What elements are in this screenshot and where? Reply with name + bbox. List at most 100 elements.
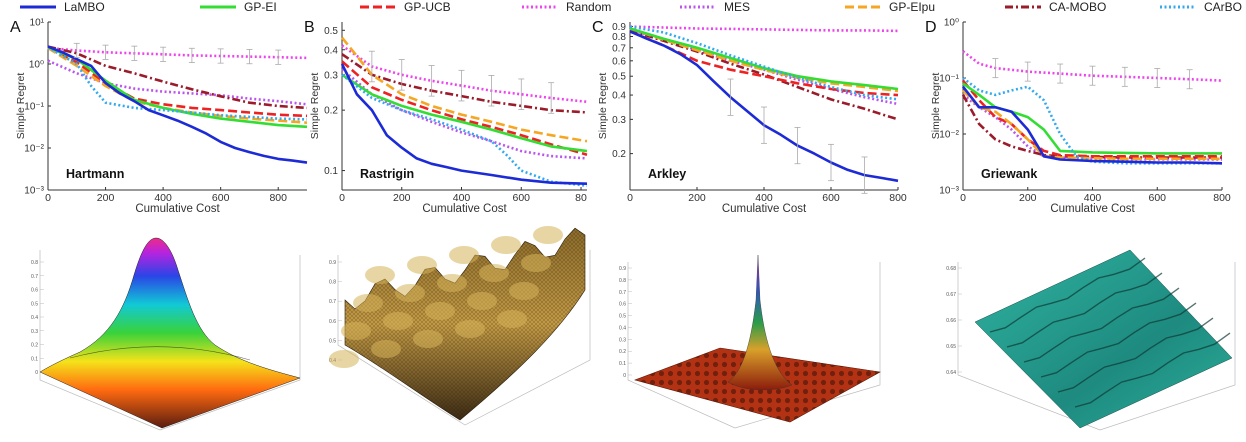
rastrigin-bump xyxy=(329,350,359,368)
series-gp-ei xyxy=(341,73,588,153)
surface-tick-label: 0.7 xyxy=(31,274,38,280)
y-tick-label: 0.3 xyxy=(612,115,626,126)
griewank-surface xyxy=(974,249,1233,429)
surface-tick-label: 0.6 xyxy=(31,288,38,294)
surface-tick-label: 0.5 xyxy=(329,338,336,344)
rastrigin-bump xyxy=(479,264,509,282)
surface-tick-label: 0.2 xyxy=(31,343,38,349)
surface-tick-label: 0.4 xyxy=(31,315,38,321)
surface-tick-label: 0.6 xyxy=(329,319,336,325)
surface-peak: 0.8 0.7 0.6 0.5 0.4 0.3 0.2 0.1 0 xyxy=(31,237,301,431)
function-label: Arkley xyxy=(648,167,686,181)
y-tick-label: 0.1 xyxy=(324,166,338,177)
y-tick-label: 10⁻¹ xyxy=(24,102,44,113)
function-label: Rastrigin xyxy=(360,167,414,181)
rastrigin-bump xyxy=(533,226,563,244)
series-random xyxy=(629,25,899,33)
series-gp-ucb xyxy=(961,79,1222,158)
rastrigin-bump xyxy=(497,310,527,328)
legend-entry-gp-ucb: GP-UCB xyxy=(360,0,451,14)
y-axis-label: Simple Regret xyxy=(309,73,321,140)
function-label: Hartmann xyxy=(66,167,124,181)
chart-griewank: 0 200 400 600 800 10⁻³ 10⁻² 10⁻¹ 10⁰ Cumulative C… xyxy=(925,18,1231,216)
y-tick-label: 0.5 xyxy=(324,26,338,37)
legend-entry-carbo: CArBO xyxy=(1160,0,1242,14)
rastrigin-bump xyxy=(455,320,485,338)
x-tick-label: 200 xyxy=(393,192,411,204)
legend-entry-gp-ei: GP-EI xyxy=(200,0,277,14)
x-tick-label: 800 xyxy=(1213,192,1231,204)
x-tick-label: 800 xyxy=(889,192,907,204)
surface-frame xyxy=(39,250,301,431)
surface-frame xyxy=(627,262,881,429)
y-tick-label: 0.3 xyxy=(324,70,338,81)
series-random xyxy=(47,46,308,60)
y-tick-label: 0.2 xyxy=(324,106,338,117)
rastrigin-bump xyxy=(521,254,551,272)
series-lambo xyxy=(47,45,308,164)
rastrigin-bump xyxy=(395,284,425,302)
legend-entry-lambo: LaMBO xyxy=(20,0,105,14)
y-tick-label: 0.4 xyxy=(612,91,626,102)
series-gp-ucb xyxy=(341,60,588,156)
series-mes xyxy=(47,59,308,106)
series-lambo xyxy=(340,63,588,185)
griewank-ripple xyxy=(1023,287,1180,363)
y-tick-label: 10⁰ xyxy=(29,60,44,71)
surface-tick-label: 0.5 xyxy=(619,314,626,320)
panel-letter: D xyxy=(925,19,937,36)
rastrigin-bump xyxy=(425,302,455,320)
rastrigin-bump xyxy=(365,266,395,284)
x-tick-label: 0 xyxy=(627,192,633,204)
rastrigin-bump xyxy=(467,292,497,310)
rastrigin-bump xyxy=(341,322,371,340)
x-tick-label: 0 xyxy=(960,192,966,204)
series-random xyxy=(962,50,1223,82)
legend-entry-ca-mobo: CA-MOBO xyxy=(1005,0,1106,14)
surface-tick-label: 0.1 xyxy=(31,356,38,362)
y-tick-label: 0.7 xyxy=(612,43,626,54)
series-mes xyxy=(962,93,1222,161)
y-tick-label: 0.6 xyxy=(612,56,626,67)
x-axis-label: Cumulative Cost xyxy=(135,203,220,215)
surface-ridge xyxy=(69,346,251,361)
series-carbo xyxy=(629,25,899,101)
x-tick-label: 200 xyxy=(688,192,706,204)
x-tick-label: 600 xyxy=(212,192,230,204)
surface-tick-label: 0.9 xyxy=(329,260,336,266)
surface-tick-label: 0.2 xyxy=(619,349,626,355)
surface-tick-label: 0.8 xyxy=(31,260,38,266)
series-ca-mobo xyxy=(341,53,588,114)
panel-letter: C xyxy=(592,19,604,36)
y-axis-label: Simple Regret xyxy=(597,73,609,140)
legend-label: CArBO xyxy=(1204,0,1242,14)
surface-tick-label: 0.6 xyxy=(619,302,626,308)
y-tick-label: 0.5 xyxy=(612,72,626,83)
legend-label: GP-UCB xyxy=(404,0,451,14)
x-tick-label: 400 xyxy=(755,192,773,204)
panel-letter: B xyxy=(304,19,315,36)
y-tick-label: 0.8 xyxy=(612,32,626,43)
y-tick-label: 0.2 xyxy=(612,149,626,160)
surface-tick-label: 0.68 xyxy=(946,266,956,272)
y-tick-label: 0.9 xyxy=(612,22,626,33)
surface-tick-label: 0.64 xyxy=(946,370,956,376)
surface-tick-label: 0.67 xyxy=(946,292,956,298)
surface-tick-label: 0.8 xyxy=(619,278,626,284)
surface-tick-label: 0.4 xyxy=(619,325,626,331)
griewank-ripple xyxy=(1057,317,1214,393)
x-tick-label: 400 xyxy=(453,192,471,204)
x-tick-label: 80 xyxy=(575,192,587,204)
panel-letter: A xyxy=(10,19,21,36)
surface-griewank: 0.68 0.67 0.66 0.65 0.64 xyxy=(946,249,1236,431)
surface-tick-label: 0.66 xyxy=(946,318,956,324)
griewank-ripple xyxy=(989,257,1146,333)
series-random xyxy=(341,44,588,104)
x-axis-label: Cumulative Cost xyxy=(1050,203,1135,215)
series-gp-eipu xyxy=(629,27,899,93)
hartmann-surface xyxy=(39,237,301,429)
surface-tick-label: 0 xyxy=(623,373,626,379)
y-tick-label: 10⁻² xyxy=(24,144,44,155)
series-mes xyxy=(341,68,588,160)
x-tick-label: 600 xyxy=(1148,192,1166,204)
